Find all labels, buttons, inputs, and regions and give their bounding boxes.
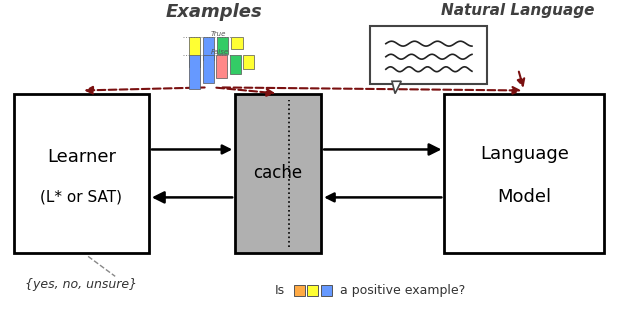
Text: cache: cache	[253, 164, 303, 182]
Text: Model: Model	[497, 188, 551, 206]
FancyBboxPatch shape	[444, 94, 604, 253]
Text: False: False	[211, 49, 229, 55]
FancyBboxPatch shape	[235, 94, 321, 253]
Text: Natural Language: Natural Language	[441, 3, 595, 18]
Bar	[218, 37, 229, 54]
FancyBboxPatch shape	[14, 94, 149, 253]
Bar	[307, 285, 318, 296]
Bar	[294, 285, 305, 296]
Bar	[216, 55, 227, 78]
Bar	[230, 55, 240, 73]
FancyBboxPatch shape	[370, 26, 488, 84]
Text: Examples: Examples	[165, 3, 262, 21]
Bar	[189, 37, 200, 68]
Text: Is: Is	[275, 284, 286, 297]
Bar	[203, 55, 214, 83]
Bar	[203, 37, 214, 60]
Text: a positive example?: a positive example?	[340, 284, 465, 297]
Polygon shape	[392, 81, 401, 94]
Text: Learner: Learner	[47, 148, 116, 166]
Bar	[189, 55, 200, 89]
Bar	[231, 37, 242, 49]
Bar	[321, 285, 332, 296]
Text: True: True	[211, 31, 226, 37]
Bar	[243, 55, 254, 69]
Text: {yes, no, unsure}: {yes, no, unsure}	[25, 277, 137, 290]
Text: (L* or SAT): (L* or SAT)	[40, 190, 122, 205]
Text: Language: Language	[480, 145, 569, 163]
